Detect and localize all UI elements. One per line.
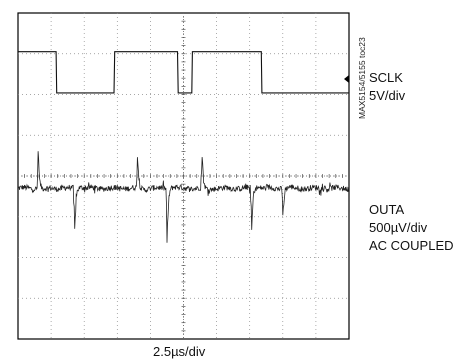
time-scale-label: 2.5µs/div [153,344,206,359]
outa-trace [17,151,350,243]
traces [17,51,350,243]
figure-id-code: MAX5154/5155 toc23 [357,37,367,119]
ch1-ground-marker [344,75,349,83]
outa-channel-label: OUTA [369,202,405,217]
figure-id-text: MAX5154/5155 toc23 [357,37,367,119]
outa-scale-label: 500µV/div [369,220,428,235]
sclk-scale-label: 5V/div [369,88,406,103]
sclk-trace [18,51,349,94]
outa-coupling-label: AC COUPLED [369,238,454,253]
sclk-channel-label: SCLK [369,70,403,85]
